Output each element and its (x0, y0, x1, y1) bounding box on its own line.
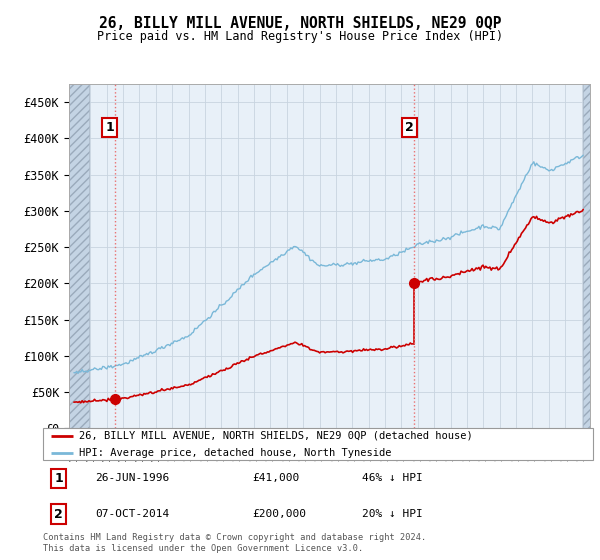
Text: 1: 1 (105, 121, 114, 134)
Text: 2: 2 (405, 121, 413, 134)
Text: 20% ↓ HPI: 20% ↓ HPI (362, 509, 423, 519)
FancyBboxPatch shape (43, 428, 593, 460)
Text: £41,000: £41,000 (252, 473, 299, 483)
Text: 07-OCT-2014: 07-OCT-2014 (95, 509, 170, 519)
Bar (583, 84, 590, 428)
Text: 1: 1 (54, 472, 63, 485)
Text: Price paid vs. HM Land Registry's House Price Index (HPI): Price paid vs. HM Land Registry's House … (97, 30, 503, 44)
Text: 46% ↓ HPI: 46% ↓ HPI (362, 473, 423, 483)
Text: 2: 2 (54, 507, 63, 520)
Text: £200,000: £200,000 (252, 509, 306, 519)
Bar (69, 84, 89, 428)
Text: Contains HM Land Registry data © Crown copyright and database right 2024.
This d: Contains HM Land Registry data © Crown c… (43, 533, 427, 553)
Text: 26, BILLY MILL AVENUE, NORTH SHIELDS, NE29 0QP: 26, BILLY MILL AVENUE, NORTH SHIELDS, NE… (99, 16, 501, 31)
Text: 26, BILLY MILL AVENUE, NORTH SHIELDS, NE29 0QP (detached house): 26, BILLY MILL AVENUE, NORTH SHIELDS, NE… (79, 431, 473, 441)
Text: 26-JUN-1996: 26-JUN-1996 (95, 473, 170, 483)
Text: HPI: Average price, detached house, North Tyneside: HPI: Average price, detached house, Nort… (79, 448, 391, 458)
